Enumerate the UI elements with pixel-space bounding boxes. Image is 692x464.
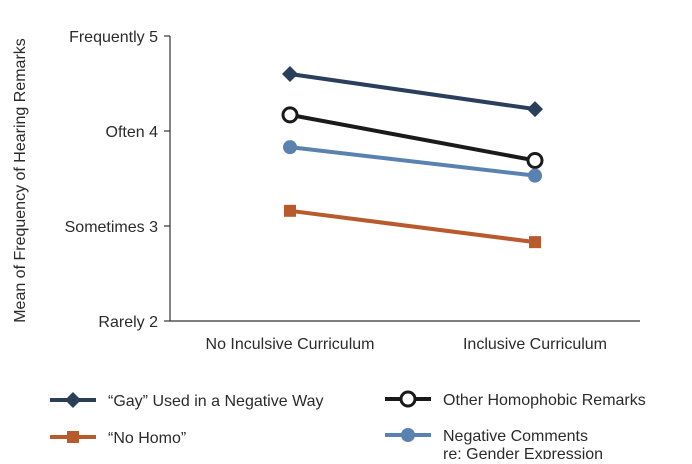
data-point [526, 151, 544, 169]
legend-marker [65, 392, 81, 408]
x-category-label: Inclusive Curriculum [463, 336, 607, 353]
data-point [283, 140, 297, 155]
y-tick-label: Frequently 5 [69, 29, 158, 46]
series-line [289, 208, 536, 245]
series-line [289, 72, 536, 112]
chart-axes [169, 36, 640, 322]
series-3 [284, 204, 541, 249]
legend-label: Negative Comments re: Gender Expression [443, 428, 603, 459]
legend-item: “Gay” Used in a Negative Way [50, 392, 323, 410]
y-tick-label: Rarely 2 [98, 314, 158, 331]
data-point [281, 106, 299, 124]
x-category-labels: No Inculsive Curriculum Inclusive Curricu… [206, 336, 607, 353]
series-layer [281, 66, 544, 249]
y-tick-label: Often 4 [106, 124, 159, 141]
data-point [282, 66, 298, 82]
series-line [289, 145, 536, 178]
series-line [289, 112, 536, 163]
data-point [529, 236, 541, 249]
data-point [527, 101, 543, 118]
series-2 [283, 140, 542, 183]
legend: “Gay” Used in a Negative Way Other Homoph… [50, 390, 646, 463]
y-tick-labels: Frequently 5 Often 4 Sometimes 3 Rarely 2 [65, 29, 170, 331]
legend-label: “No Homo” [108, 430, 186, 447]
legend-item: Other Homophobic Remarks [385, 390, 646, 409]
legend-marker [399, 390, 417, 408]
legend-item: Negative Comments re: Gender Expression [385, 428, 603, 463]
data-point [284, 204, 296, 217]
legend-marker [67, 431, 79, 443]
y-axis-label: Mean of Frequency of Hearing Remarks [12, 38, 29, 323]
x-category-label: No Inculsive Curriculum [206, 336, 375, 353]
legend-item: “No Homo” [50, 430, 186, 447]
legend-label: “Gay” Used in a Negative Way [108, 393, 323, 410]
legend-marker [401, 428, 415, 442]
series-0 [282, 66, 543, 118]
legend-label-line: Negative Comments [443, 428, 588, 445]
legend-label-line: re: Gender Expression [443, 446, 603, 459]
y-tick-label: Sometimes 3 [65, 219, 158, 236]
legend-label: Other Homophobic Remarks [443, 392, 646, 409]
series-1 [281, 106, 544, 169]
data-point [528, 168, 542, 183]
